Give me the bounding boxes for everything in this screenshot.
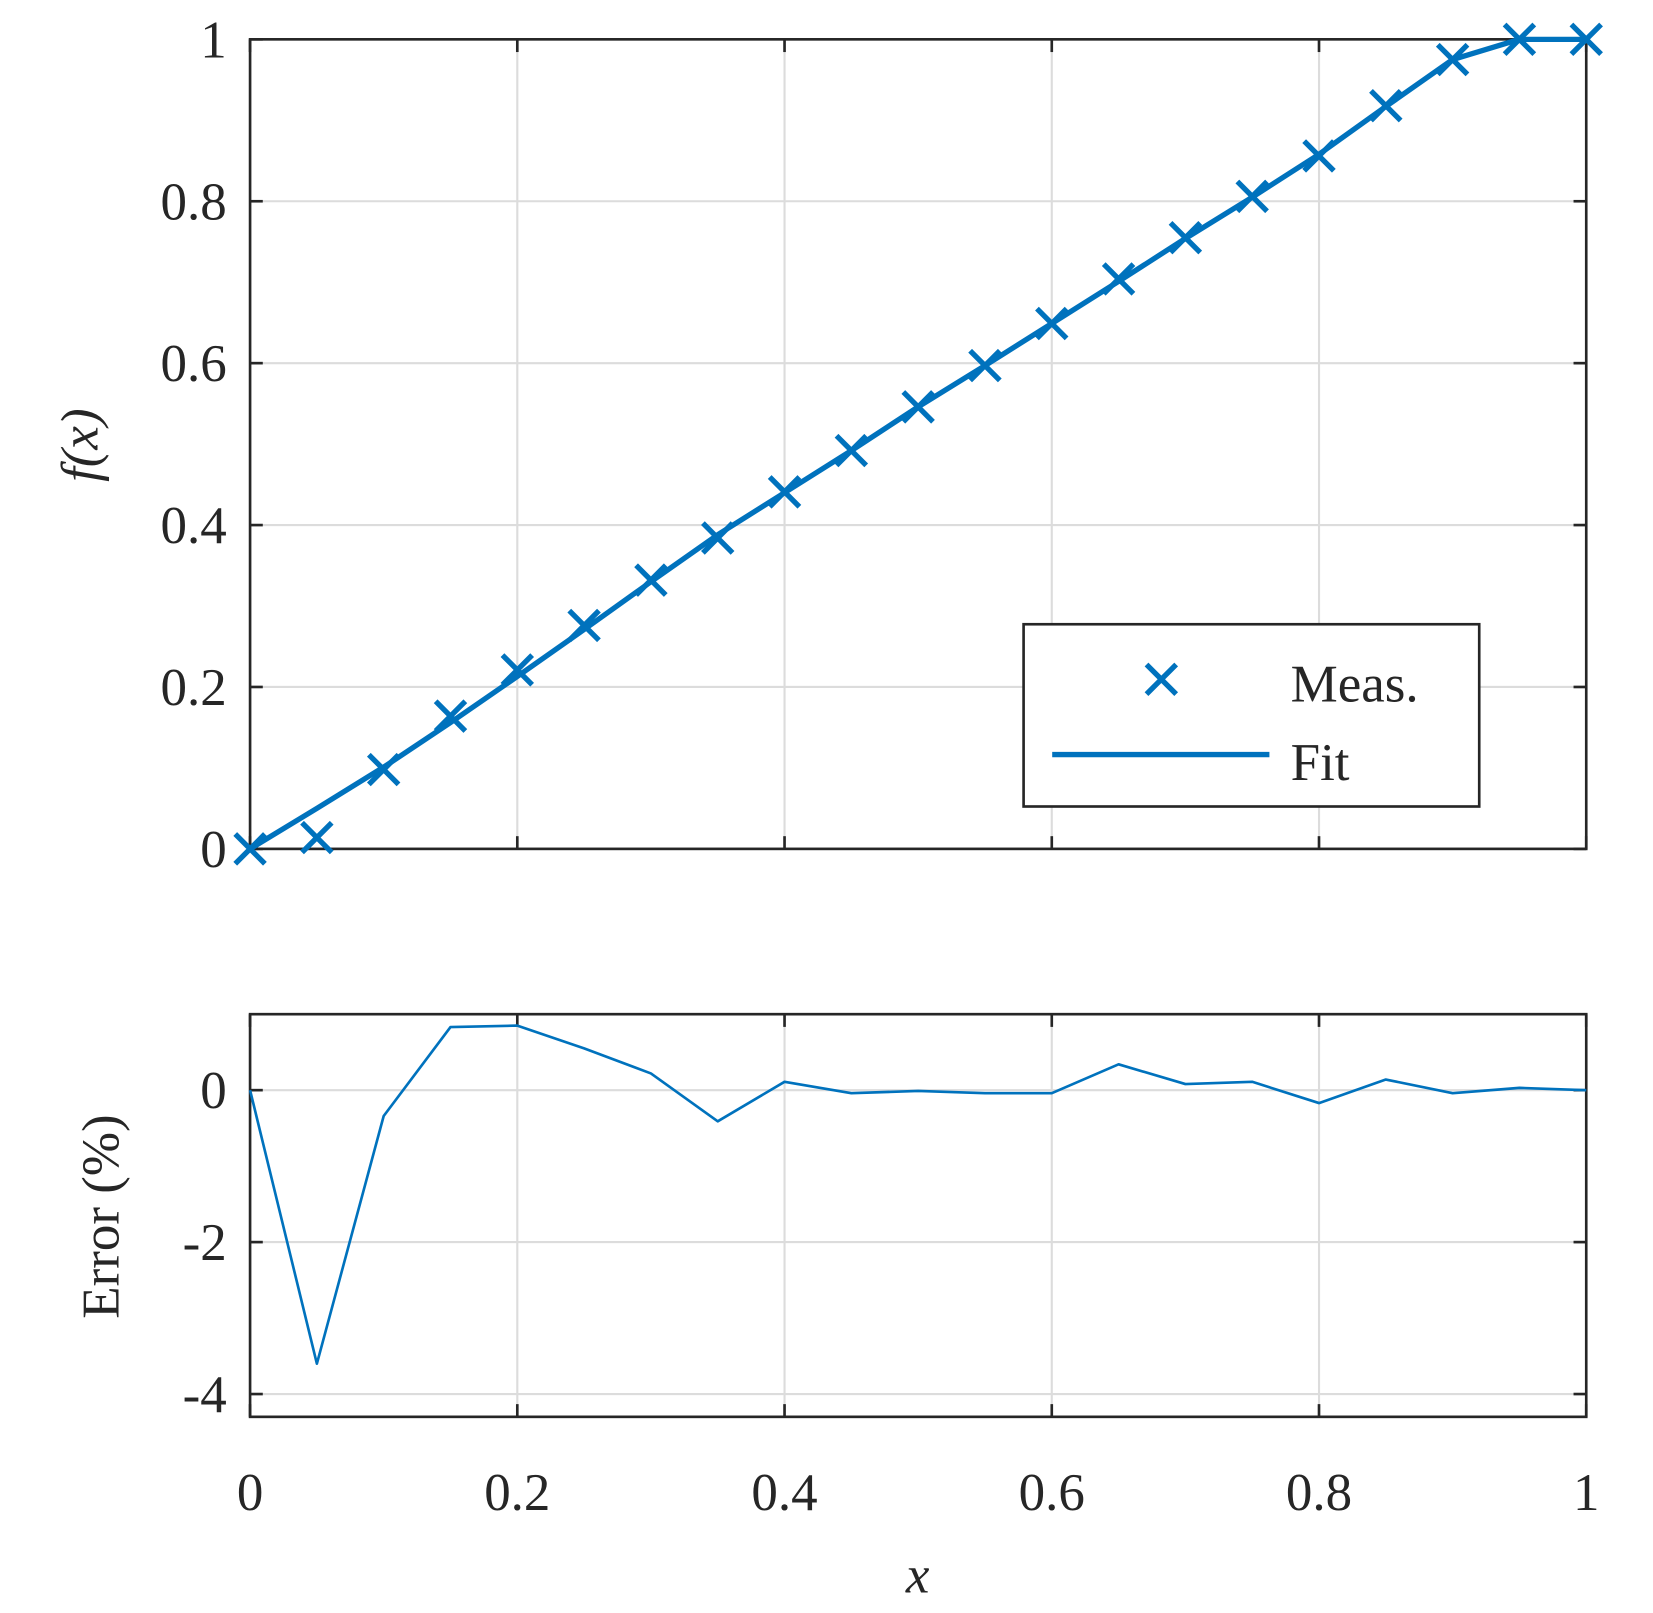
y-tick-label: 0.6 [161,335,227,393]
y-tick-label: -4 [183,1366,227,1424]
x-tick-label: 0.4 [751,1464,817,1522]
legend-label-fit: Fit [1291,734,1350,792]
x-tick-label: 0.8 [1286,1464,1352,1522]
legend-box [1022,622,1481,808]
data-point-meas [500,653,535,687]
top-plot: 0 0.2 0.4 0.6 0.8 1 [161,11,1603,879]
legend: Meas. Fit [1022,622,1481,808]
y-tick-label: 0.8 [161,173,227,231]
y-tick-label: 0 [200,821,226,879]
legend-label-meas: Meas. [1291,656,1419,714]
top-ylabel: f(x) [51,408,109,482]
y-tick-label: 0.4 [161,497,227,555]
series-line-error [248,1024,1587,1365]
bottom-ylabel: Error (%) [73,1114,131,1318]
legend-marker-x-icon [1144,662,1179,697]
series-line-fit [248,36,1587,852]
y-tick-label: 0 [200,1062,226,1120]
y-tick-label: 0.2 [161,659,227,717]
error-plot: 0 0.2 0.4 0.6 0.8 1 -4 -2 0 [183,1012,1599,1522]
y-tick-label: -2 [183,1214,227,1272]
y-tick-label: 1 [200,11,226,69]
axes-box [248,38,1588,851]
x-tick-label: 1 [1573,1464,1599,1522]
x-tick-label: 0.6 [1019,1464,1085,1522]
x-tick-label: 0 [237,1464,263,1522]
axes-box [248,1012,1588,1419]
xlabel: x [905,1547,930,1605]
x-tick-label: 0.2 [484,1464,550,1522]
data-point-meas [300,820,334,855]
